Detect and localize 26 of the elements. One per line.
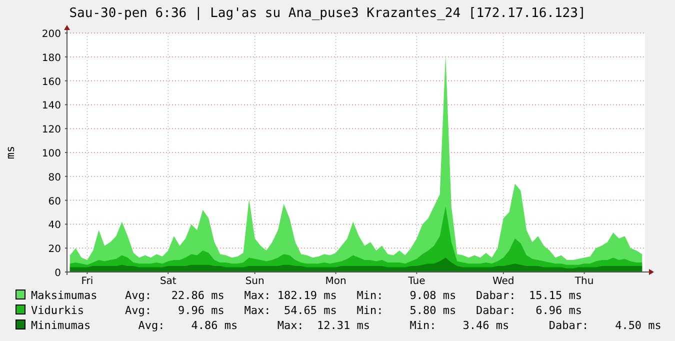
x-tick-label: Mon <box>325 276 346 287</box>
y-tick-label: 140 <box>42 100 61 112</box>
y-tick-label: 120 <box>42 124 61 136</box>
text: Avg: 4.86 ms Max: 12.31 ms Min: 3.46 ms Dabar: 4.50 ms <box>125 319 662 332</box>
y-tick-label: 20 <box>48 244 61 256</box>
text: Avg: 9.96 ms Max: 54.65 ms Min: 5.80 ms Dabar: 6.96 ms <box>125 304 582 317</box>
y-tick-label: 200 <box>42 29 61 40</box>
x-tick-label: Sun <box>245 276 264 287</box>
x-tick-label: Tue <box>407 276 426 287</box>
x-tick-label: Wed <box>492 276 514 287</box>
legend-label: Maksimumas <box>31 289 98 302</box>
text: Avg: 22.86 ms Max: 182.19 ms Min: 9.08 ms Dabar: 15.15 ms <box>125 289 582 302</box>
y-tick-label: 60 <box>48 196 61 208</box>
legend-label: Vidurkis <box>31 304 84 317</box>
legend-label: Minimumas <box>31 319 91 332</box>
y-tick-label: 0 <box>54 268 61 279</box>
x-tick-label: Sat <box>160 276 176 287</box>
y-tick-label: 100 <box>42 148 61 160</box>
y-tick-label: 160 <box>42 76 61 88</box>
x-tick-label: Fri <box>81 276 94 287</box>
y-tick-label: 180 <box>42 52 61 64</box>
x-tick-label: Thu <box>574 276 594 287</box>
y-tick-label: 80 <box>48 172 61 184</box>
y-tick-label: 40 <box>48 220 61 232</box>
chart-title: Sau-30-pen 6:36 | Lag'as su Ana_puse3 Krazantes_24 [172.17.16.123] <box>69 6 586 21</box>
y-axis-title: ms <box>4 146 17 160</box>
